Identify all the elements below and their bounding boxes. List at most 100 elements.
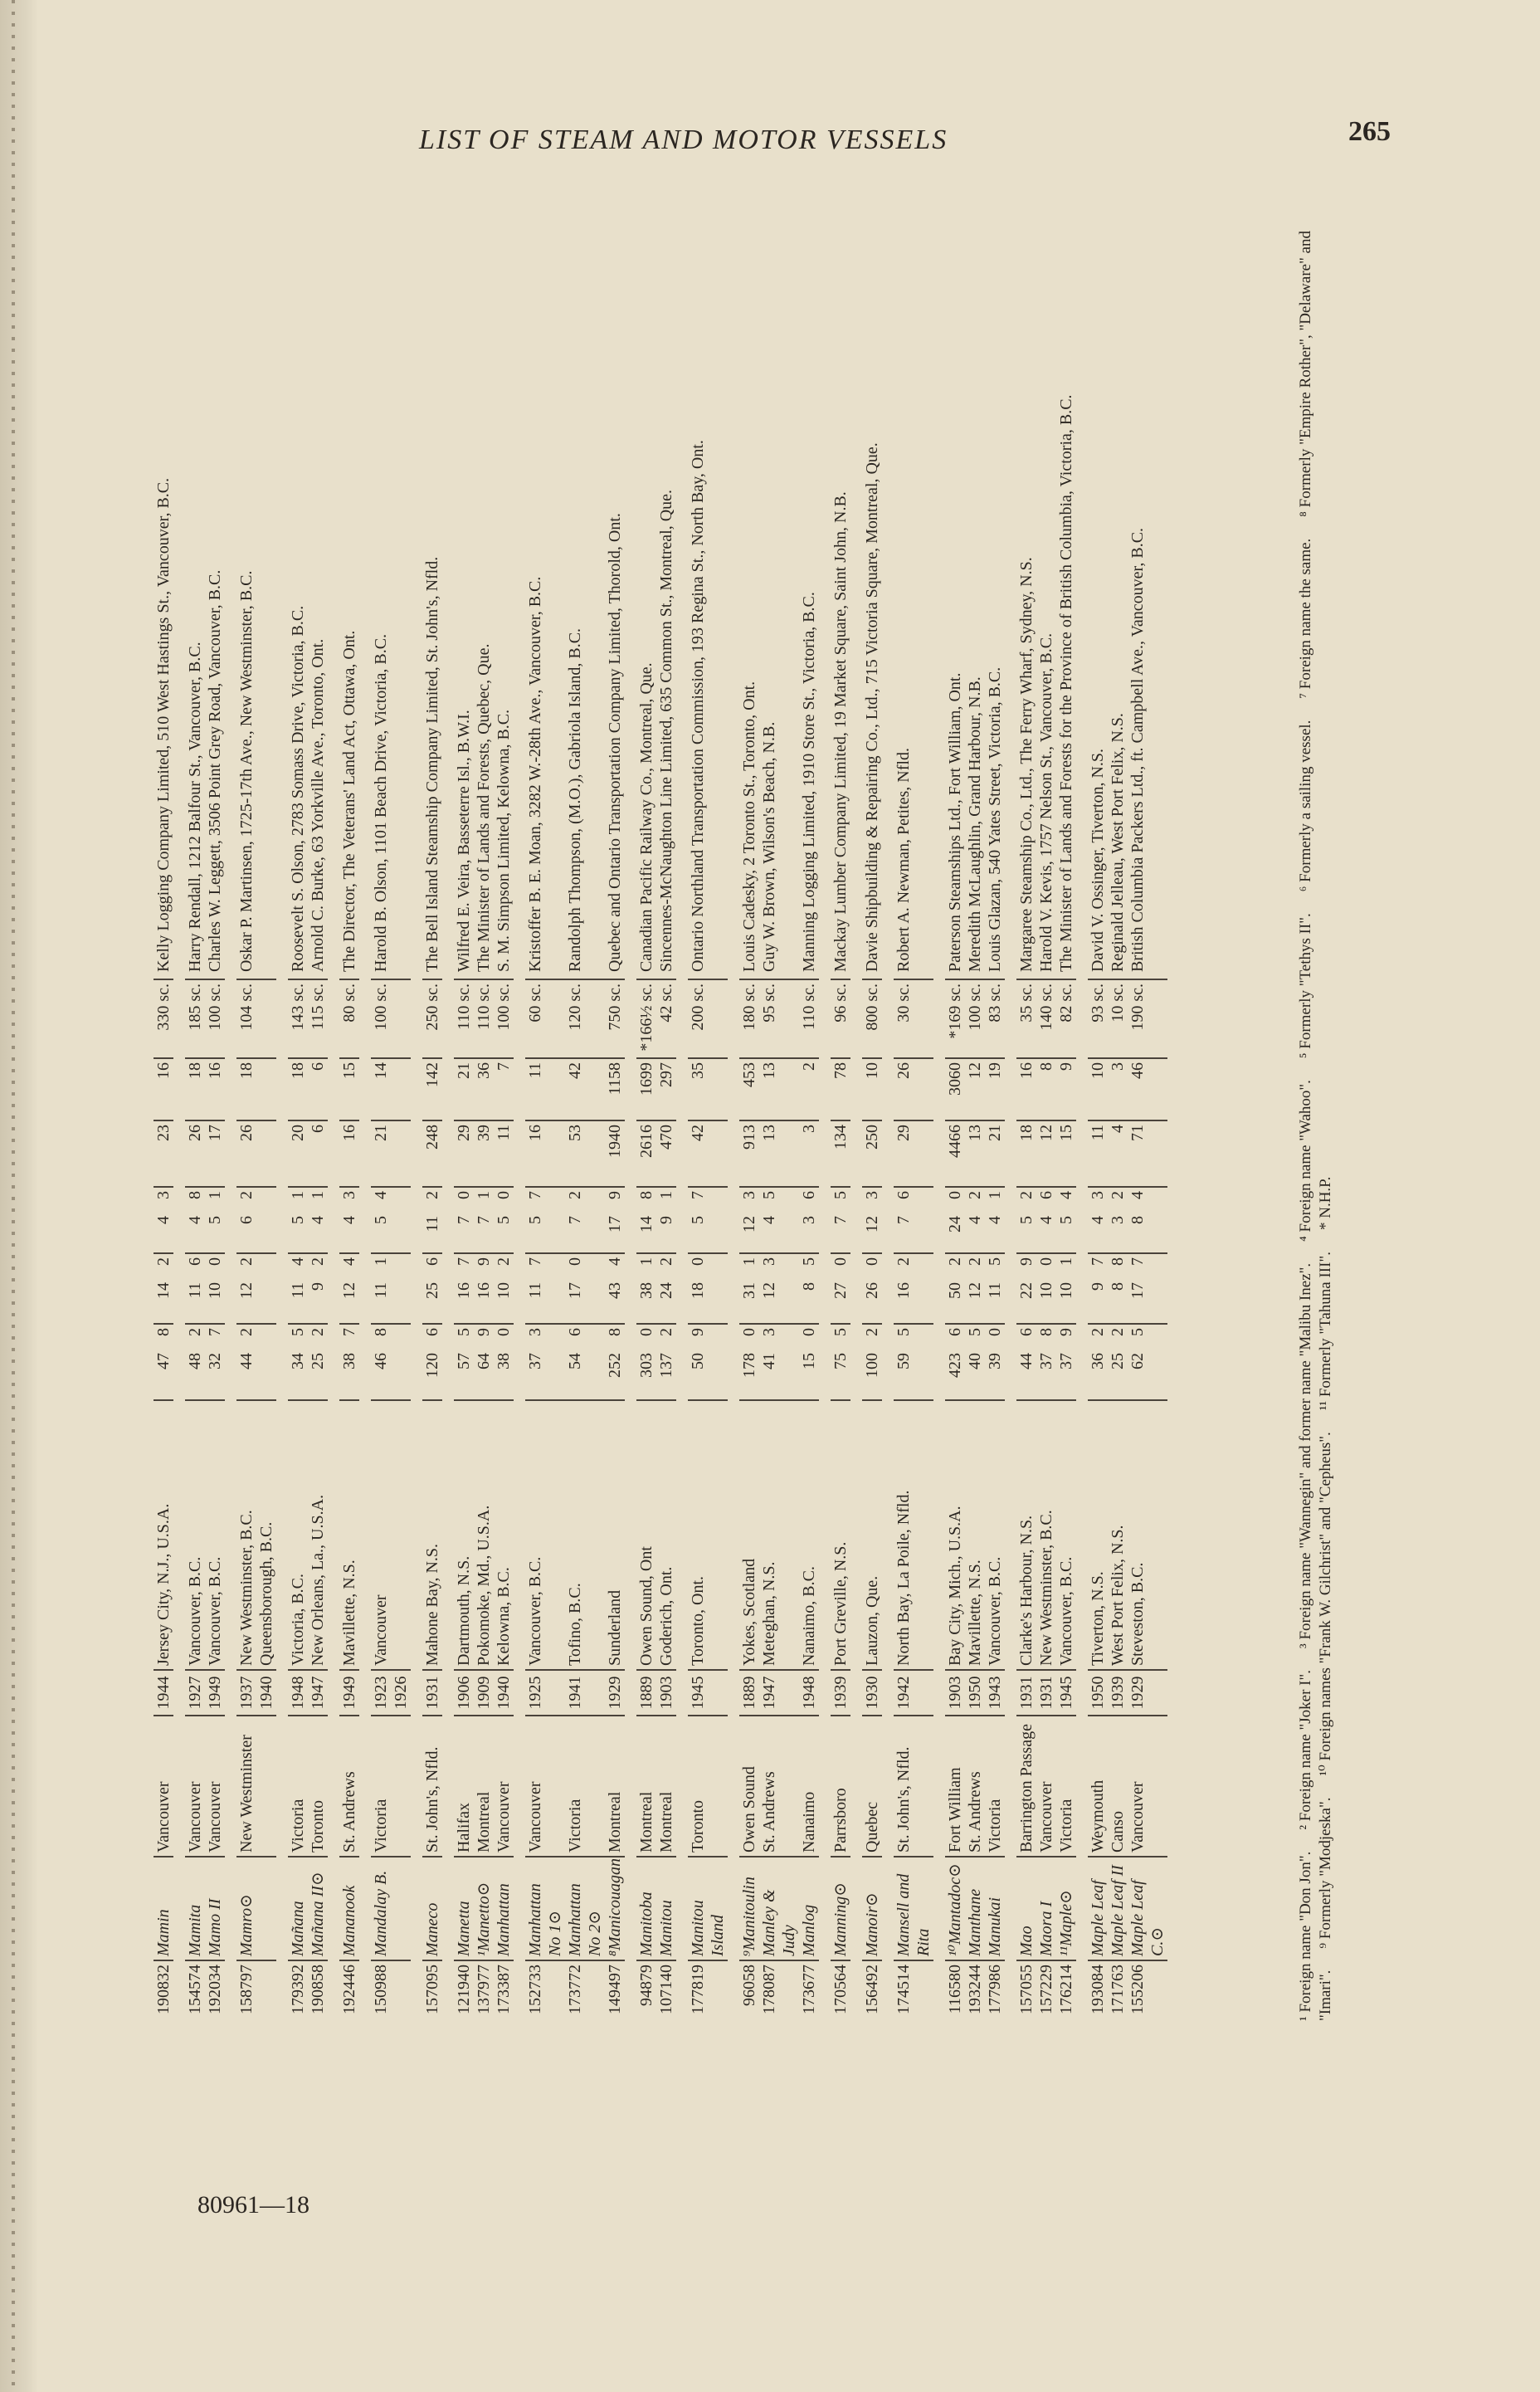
table-row: 193084 Maple Leaf Weymouth 1950 Tiverton, N.… [1088, 162, 1108, 2021]
table-row: 174514 Mansell and Rita St. John's, Nfld. 1… [894, 162, 933, 2021]
horse-power: 330 sc. [154, 980, 173, 1059]
register-tonnage: 18 [236, 1059, 276, 1121]
horse-power: 185 sc. [185, 980, 205, 1059]
gross-tonnage: 71 [1128, 1121, 1167, 1188]
horse-power: 100 sc. [371, 980, 411, 1059]
horse-power: 104 sc. [236, 980, 276, 1059]
length-ft: 64 [474, 1350, 494, 1401]
horse-power: *169 sc. [945, 980, 965, 1059]
depth-ft: 4 [308, 1213, 328, 1254]
table-row: 154574 Mamita Vancouver 1927 Vancouver, B.C.… [185, 162, 205, 2021]
port-of-registry: St. John's, Nfld. [422, 1716, 442, 1857]
length-in: 7 [206, 1328, 224, 1336]
length-in: 8 [606, 1328, 624, 1336]
length-in: 2 [237, 1328, 256, 1336]
port-of-registry: Nanaimo [799, 1716, 819, 1857]
breadth-ft: 8 [1108, 1279, 1128, 1325]
depth-ft: 4 [1036, 1213, 1056, 1254]
length-in: 0 [740, 1328, 758, 1336]
official-number: 157055 [1017, 1965, 1036, 2014]
where-built: Mahone Bay, N.S. [422, 1401, 442, 1671]
breadth-in: 2 [657, 1257, 675, 1266]
official-number: 155206 [1128, 1965, 1147, 2014]
where-built: Jersey City, N.J., U.S.A. [154, 1401, 173, 1671]
depth-ft: 3 [1108, 1213, 1128, 1254]
table-row: 149497 ⁸Manicouagan⊙ Montreal 1929 Sunderlan… [605, 162, 625, 2021]
length-in: 6 [946, 1328, 964, 1336]
length-in: 6 [1017, 1328, 1036, 1336]
vessel-name: Maple Leaf [1088, 1857, 1108, 1961]
length-in: 5 [289, 1328, 307, 1336]
length-ft: 62 [1128, 1350, 1167, 1401]
length-ft: 137 [656, 1350, 676, 1401]
depth-in: 5 [831, 1191, 850, 1199]
length-in: 6 [423, 1328, 441, 1336]
footnote: * N.H.P. [1317, 1176, 1334, 1231]
owner-address: Manning Logging Limited, 1910 Store St.,… [799, 250, 819, 980]
where-built: Vancouver, B.C. [525, 1401, 565, 1671]
vessel-name: Manley & Judy [759, 1857, 799, 1961]
horse-power: *166½ sc. [636, 980, 656, 1059]
table-row: 152733 Manhattan No 1⊙ Vancouver 1925 Vancou… [525, 162, 565, 2021]
year-built: 1940 [494, 1671, 514, 1716]
horse-power: 180 sc. [739, 980, 759, 1059]
port-of-registry: St. Andrews [965, 1716, 985, 1857]
vessel-name: ¹Manetto⊙ [474, 1857, 494, 1961]
register-tonnage: 18 [288, 1059, 308, 1121]
official-number: 193244 [966, 1965, 984, 2014]
footnote: ² Foreign name "Joker I". [1297, 1669, 1314, 1830]
port-of-registry: Parrsboro [831, 1716, 850, 1857]
owner-address: Reginald Jelleau, West Port Felix, N.S. [1108, 250, 1128, 980]
official-number: 176214 [1057, 1965, 1075, 2014]
horse-power: 140 sc. [1036, 980, 1056, 1059]
table-row: 157229 Maora I Vancouver 1931 New Westminste… [1036, 162, 1056, 2021]
register-tonnage: 13 [759, 1059, 799, 1121]
owner-address: Robert A. Newman, Petites, Nfld. [894, 250, 933, 980]
length-ft: 34 [288, 1350, 308, 1401]
depth-ft: 4 [154, 1213, 173, 1254]
year-built: 1945 [1056, 1671, 1076, 1716]
gross-tonnage: 21 [985, 1121, 1005, 1188]
depth-ft: 5 [371, 1213, 411, 1254]
owner-address: Harold V. Kevis, 1757 Nelson St., Vancou… [1036, 250, 1056, 980]
length-ft: 37 [525, 1350, 565, 1401]
length-ft: 44 [236, 1350, 276, 1401]
length-in: 8 [372, 1328, 390, 1336]
length-ft: 37 [1036, 1350, 1056, 1401]
depth-ft: 7 [894, 1213, 933, 1254]
depth-ft: 5 [525, 1213, 565, 1254]
depth-in: 0 [946, 1191, 964, 1199]
owner-address: Quebec and Ontario Transportation Compan… [605, 250, 625, 980]
horse-power: 82 sc. [1056, 980, 1076, 1059]
register-tonnage: 35 [688, 1059, 728, 1121]
table-row: 177819 Manitou Island Toronto 1945 Toronto, … [688, 162, 728, 2021]
breadth-ft: 12 [236, 1279, 276, 1325]
register-tonnage: 1699 [636, 1059, 656, 1121]
depth-in: 6 [894, 1191, 913, 1199]
length-ft: 36 [1088, 1350, 1108, 1401]
breadth-ft: 11 [525, 1279, 565, 1325]
depth-in: 2 [1109, 1191, 1127, 1199]
owner-address: The Bell Island Steamship Company Limite… [422, 250, 442, 980]
where-built: West Port Felix, N.S. [1108, 1401, 1128, 1671]
length-ft: 15 [799, 1350, 819, 1401]
port-of-registry: Montreal [605, 1716, 625, 1857]
length-ft: 75 [831, 1350, 850, 1401]
horse-power: 143 sc. [288, 980, 308, 1059]
depth-in: 4 [1128, 1191, 1147, 1199]
depth-in: 2 [237, 1191, 256, 1199]
register-tonnage: 42 [565, 1059, 605, 1121]
depth-ft: 5 [494, 1213, 514, 1254]
depth-ft: 12 [739, 1213, 759, 1254]
breadth-in: 0 [566, 1257, 584, 1266]
breadth-ft: 22 [1016, 1279, 1036, 1325]
footnote: ¹ Foreign name "Don Jon". [1297, 1851, 1314, 2021]
length-ft: 44 [1016, 1350, 1036, 1401]
where-built: New Westminster, B.C. [1036, 1401, 1056, 1671]
horse-power: 83 sc. [985, 980, 1005, 1059]
year-built: 1941 [565, 1671, 605, 1716]
vessel-name: ⁸Manicouagan⊙ [605, 1857, 625, 1961]
depth-in: 6 [1037, 1191, 1055, 1199]
where-built: Vancouver, B.C. [1056, 1401, 1076, 1671]
length-in: 5 [1128, 1328, 1147, 1336]
